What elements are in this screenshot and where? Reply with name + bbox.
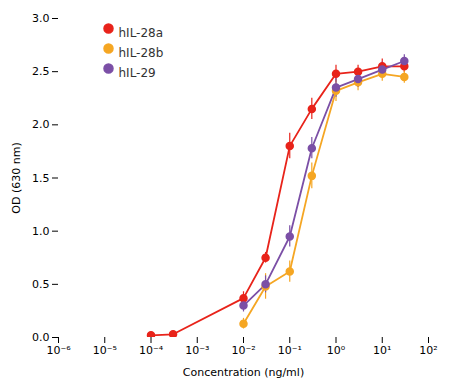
svg-text:3.0: 3.0 [32, 12, 50, 25]
svg-text:OD (630 nm): OD (630 nm) [10, 142, 23, 213]
svg-text:0.0: 0.0 [32, 331, 50, 344]
svg-text:2.5: 2.5 [32, 65, 50, 78]
svg-text:2.0: 2.0 [32, 118, 50, 131]
svg-text:10²: 10² [419, 344, 437, 357]
svg-text:hIL-28b: hIL-28b [119, 46, 164, 60]
svg-text:10¹: 10¹ [373, 344, 391, 357]
svg-text:1.5: 1.5 [32, 172, 50, 185]
svg-text:10⁻²: 10⁻² [231, 344, 255, 357]
svg-text:1.0: 1.0 [32, 225, 50, 238]
svg-text:hIL-29: hIL-29 [119, 66, 156, 80]
svg-text:10⁻¹: 10⁻¹ [278, 344, 302, 357]
svg-text:10⁰: 10⁰ [327, 344, 346, 357]
svg-text:0.5: 0.5 [32, 278, 50, 291]
svg-text:10⁻⁴: 10⁻⁴ [139, 344, 164, 357]
svg-text:10⁻⁶: 10⁻⁶ [46, 344, 71, 357]
svg-text:Concentration (ng/ml): Concentration (ng/ml) [183, 366, 304, 379]
svg-text:10⁻⁵: 10⁻⁵ [93, 344, 117, 357]
svg-text:10⁻³: 10⁻³ [185, 344, 209, 357]
svg-text:hIL-28a: hIL-28a [119, 26, 164, 40]
